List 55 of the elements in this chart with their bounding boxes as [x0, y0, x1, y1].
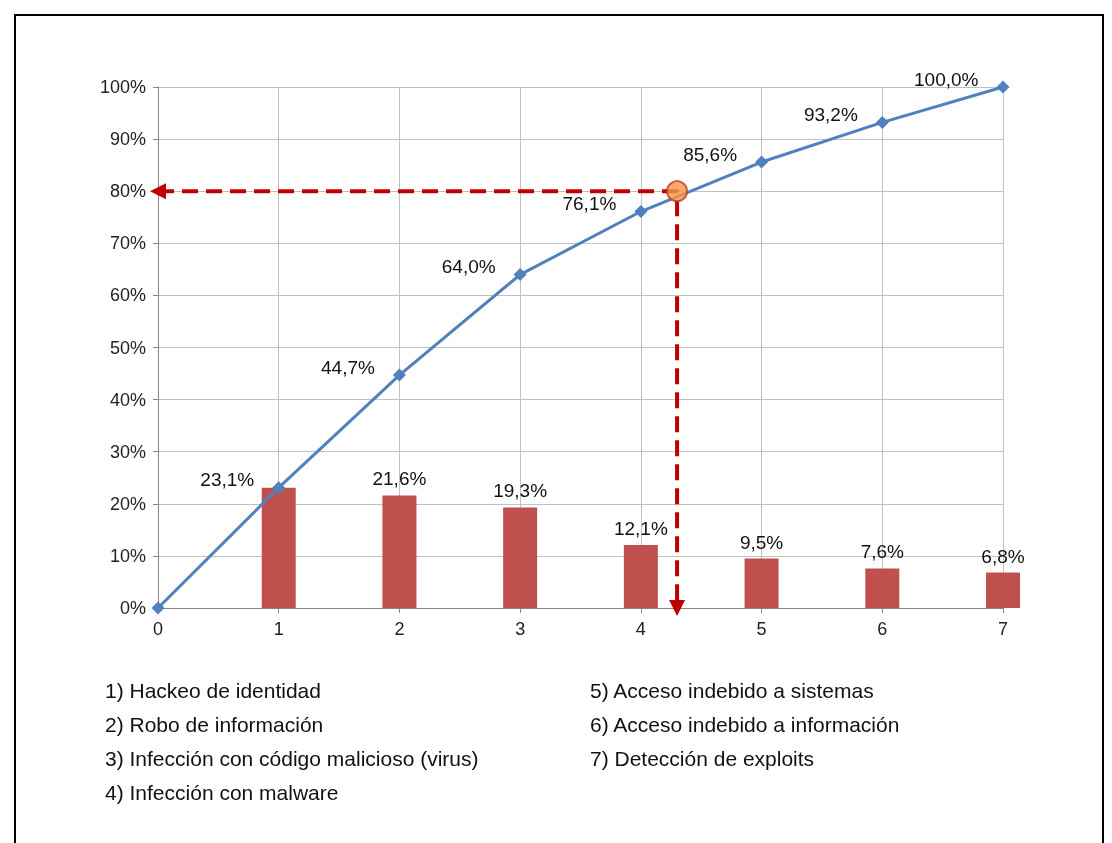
text: 5) Acceso indebido a sistemas [590, 679, 874, 702]
bar [744, 558, 779, 608]
y-tick-label: 10% [109, 545, 146, 566]
data-label: 64,0% [441, 256, 496, 278]
y-tick-label: 30% [109, 441, 146, 462]
text: 4) Infección con malware [105, 781, 339, 804]
bar [865, 568, 900, 608]
bar [986, 572, 1020, 608]
point [151, 601, 165, 615]
data-label: 100,0% [914, 68, 979, 90]
y-tick-label: 90% [109, 129, 146, 150]
bar [261, 487, 296, 608]
data-label: 85,6% [683, 143, 738, 165]
x-tick-label: 4 [635, 619, 646, 639]
data-label: 12,1% [613, 517, 668, 539]
x-tick-label: 3 [515, 619, 526, 639]
text: 6) Acceso indebido a información [590, 713, 900, 736]
point [513, 268, 527, 282]
y-tick-label: 0% [119, 598, 146, 618]
data-label: 19,3% [493, 480, 548, 502]
y-tick-label: 60% [109, 285, 146, 306]
y-tick-label: 40% [109, 389, 146, 410]
text: 2) Robo de información [105, 713, 324, 736]
bar [382, 495, 417, 608]
bar [503, 507, 538, 608]
data-label: 23,1% [200, 469, 255, 491]
data-label: 6,8% [981, 545, 1025, 567]
y-tick-label: 20% [109, 493, 146, 514]
point [875, 115, 889, 129]
point [272, 481, 286, 495]
x-tick-label: 5 [756, 619, 767, 639]
bar [623, 544, 658, 608]
data-label: 44,7% [321, 356, 376, 378]
x-tick-label: 7 [997, 619, 1009, 639]
point [996, 80, 1010, 94]
data-label: 93,2% [803, 103, 858, 125]
data-label: 7,6% [860, 541, 905, 563]
data-label: 76,1% [562, 193, 617, 215]
y-tick-label: 80% [109, 181, 146, 202]
text: 1) Hackeo de identidad [105, 679, 321, 702]
x-tick-label: 6 [877, 619, 888, 639]
x-tick-label: 2 [394, 619, 405, 639]
x-tick-label: 0 [152, 619, 164, 639]
point [755, 155, 769, 169]
point [634, 205, 648, 219]
x-tick-label: 1 [273, 619, 284, 639]
text: 7) Detección de exploits [590, 747, 815, 770]
point [392, 368, 406, 382]
point [666, 180, 689, 203]
y-tick-label: 50% [109, 337, 146, 358]
y-tick-label: 100% [99, 77, 146, 97]
y-tick-label: 70% [109, 233, 146, 254]
text: 3) Infección con código malicioso (virus) [105, 747, 479, 770]
data-label: 9,5% [739, 531, 784, 553]
data-label: 21,6% [372, 468, 427, 490]
